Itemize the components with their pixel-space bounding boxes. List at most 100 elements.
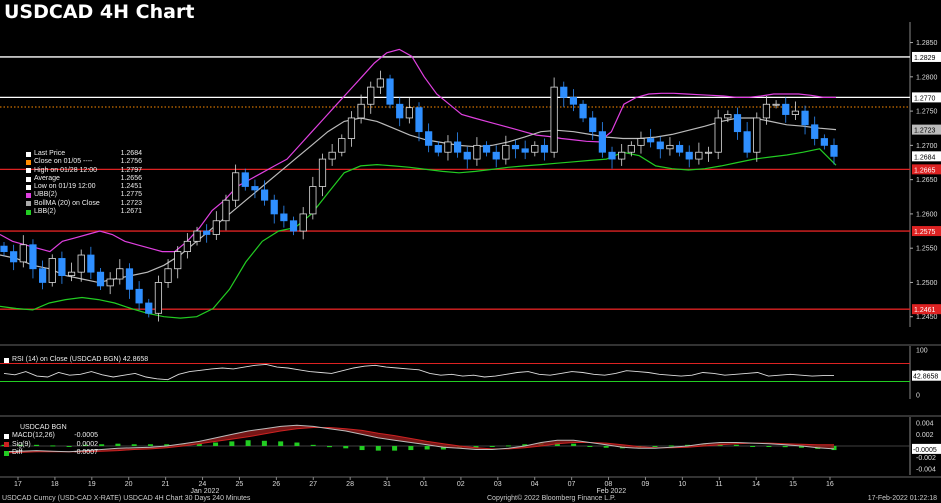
- rsi-tick-label: 0: [916, 393, 920, 400]
- x-tick-label: 04: [531, 481, 539, 488]
- x-tick-label: 08: [605, 481, 613, 488]
- legend-swatch: [26, 201, 31, 207]
- macd-histogram-bar: [82, 444, 88, 446]
- legend-value: 1.2756: [120, 158, 142, 166]
- price-tick-label: 1.2600: [916, 211, 938, 218]
- macd-tick-label: -0.004: [916, 467, 936, 474]
- footer-timestamp: 17-Feb-2022 01:22:18: [867, 495, 937, 502]
- legend-label: BollMA (20) on Close: [34, 199, 100, 207]
- macd-histogram-bar: [66, 446, 72, 447]
- macd-histogram-bar: [147, 444, 153, 446]
- legend-swatch: [4, 442, 9, 448]
- macd-histogram-bar: [115, 443, 121, 446]
- candle: [309, 186, 317, 215]
- macd-histogram-bar: [213, 442, 219, 446]
- rsi-legend: RSI (14) on Close (USDCAD BGN) 42.8658: [4, 356, 148, 364]
- footer-copyright: Copyright© 2022 Bloomberg Finance L.P.: [487, 495, 616, 502]
- macd-legend-value: -0.0007: [74, 448, 98, 456]
- price-badge: [912, 226, 941, 237]
- candle: [444, 141, 452, 153]
- candle: [463, 151, 471, 160]
- macd-histogram-bar: [245, 440, 251, 446]
- candle: [772, 103, 780, 106]
- legend-label: UBB(2): [34, 191, 57, 199]
- candle: [328, 151, 336, 160]
- candle: [386, 78, 394, 105]
- candle: [39, 268, 47, 283]
- candle: [647, 138, 655, 143]
- macd-histogram-bar: [554, 442, 560, 446]
- candle: [125, 268, 134, 290]
- legend-swatch: [26, 159, 31, 165]
- macd-legend-value: 0.0002: [76, 440, 98, 448]
- price-tick-label: 1.2700: [916, 143, 938, 150]
- legend-row: Close on 01/05 ---- 1.2756: [26, 158, 142, 166]
- candle: [77, 254, 85, 273]
- legend-swatch: [4, 433, 9, 439]
- macd-histogram-bar: [798, 446, 804, 448]
- legend-row: Last Price 1.2684: [26, 150, 142, 158]
- candle: [48, 258, 56, 283]
- candle: [531, 144, 539, 153]
- x-tick-label: 11: [715, 481, 722, 488]
- x-tick-label: 09: [641, 481, 649, 488]
- macd-histogram-bar: [131, 444, 137, 446]
- macd-histogram-bar: [408, 446, 414, 451]
- macd-legend-label: MACD(12,26): [12, 432, 55, 440]
- candle: [135, 288, 143, 304]
- candle: [714, 117, 722, 153]
- price-badge-label: 1.2684: [914, 154, 936, 161]
- rsi-badge-label: 42.8658: [913, 374, 938, 381]
- macd-histogram-bar: [440, 446, 446, 450]
- candle: [550, 86, 558, 153]
- macd-tick-label: 0.002: [916, 432, 934, 439]
- signal-line: [3, 427, 834, 454]
- candle: [145, 302, 153, 314]
- candle: [762, 103, 771, 119]
- macd-histogram-bar: [685, 444, 691, 446]
- macd-histogram-bar: [506, 445, 512, 447]
- candle: [733, 114, 742, 133]
- x-tick-label: 17: [14, 481, 22, 488]
- candle: [212, 220, 220, 235]
- candle: [743, 131, 751, 153]
- price-badge-label: 1.2461: [914, 307, 936, 314]
- macd-histogram-bar: [733, 444, 739, 446]
- macd-histogram-bar: [310, 444, 316, 446]
- x-tick-label: 21: [162, 481, 170, 488]
- candle: [19, 244, 27, 263]
- candle: [87, 254, 95, 273]
- candle: [511, 144, 520, 150]
- candle: [521, 148, 529, 153]
- price-tick-label: 1.2500: [916, 280, 938, 287]
- candle: [801, 110, 809, 126]
- candle: [473, 144, 481, 160]
- macd-legend-label: Sig(9): [12, 440, 31, 448]
- macd-histogram-bar: [668, 445, 674, 447]
- middle-bollinger-band: [0, 117, 837, 284]
- macd-histogram-bar: [766, 446, 772, 447]
- x-tick-label: 10: [678, 481, 686, 488]
- price-tick-label: 1.2750: [916, 109, 938, 116]
- macd-histogram-bar: [489, 446, 495, 447]
- candle: [560, 86, 568, 98]
- candle: [318, 158, 327, 187]
- legend-row: High on 01/28 12:00 1.2797: [26, 167, 142, 175]
- legend-value: 1.2775: [120, 191, 142, 199]
- candle: [357, 103, 365, 119]
- x-tick-label: 25: [235, 481, 243, 488]
- macd-legend-header: USDCAD BGN: [20, 424, 67, 431]
- price-legend: Last Price 1.2684 Close on 01/05 ---- 1.275…: [26, 150, 142, 216]
- legend-label: Average: [34, 174, 60, 182]
- candle: [96, 271, 105, 287]
- macd-histogram-bar: [196, 443, 202, 446]
- rsi-badge: [912, 370, 941, 381]
- candle: [434, 144, 442, 153]
- legend-row: Average 1.2656: [26, 175, 142, 183]
- macd-histogram-bar: [343, 446, 349, 449]
- candle: [540, 144, 549, 153]
- macd-line: [3, 424, 835, 453]
- x-tick-label: 14: [752, 481, 760, 488]
- macd-histogram-bar: [571, 443, 577, 446]
- month-label: Jan 2022: [191, 488, 220, 495]
